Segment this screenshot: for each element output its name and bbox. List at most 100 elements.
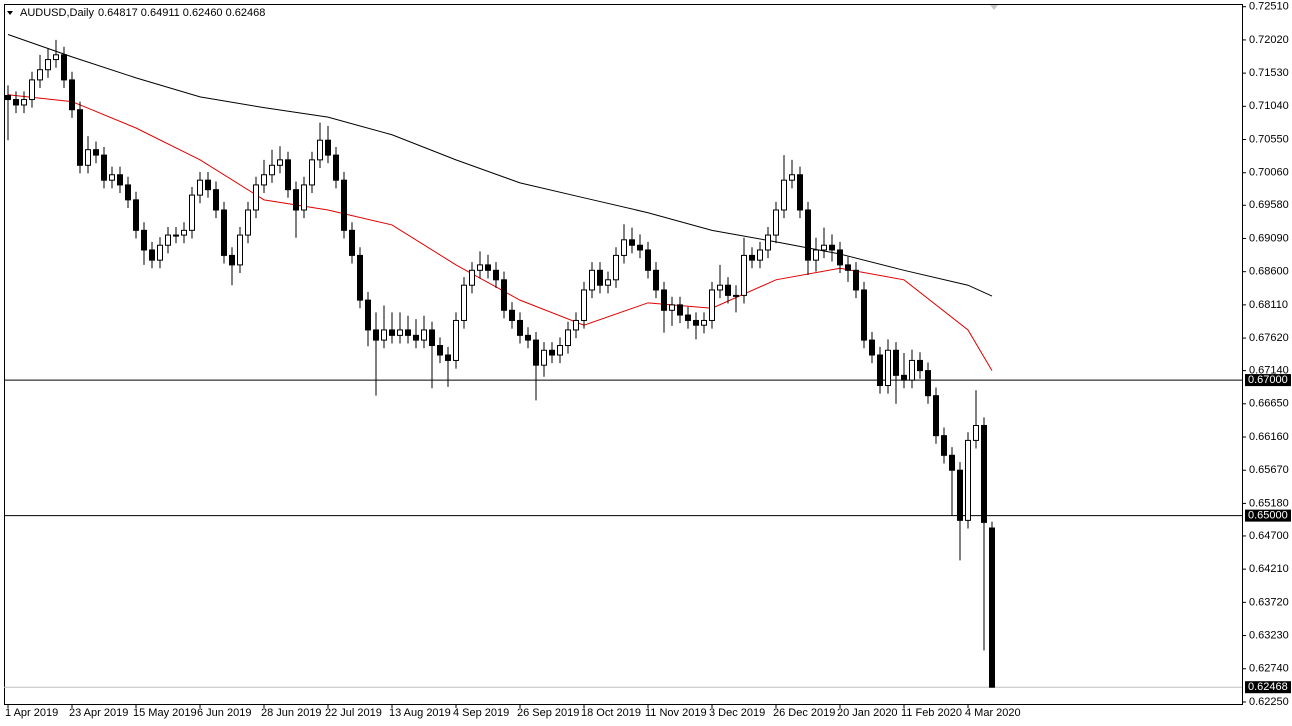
x-tick-label: 11 Feb 2020 xyxy=(901,707,962,719)
candle-body xyxy=(325,139,331,156)
candle-body xyxy=(669,304,675,311)
candle-body xyxy=(253,184,259,211)
candle-body xyxy=(709,289,715,321)
y-tick-label: 0.68110 xyxy=(1249,299,1288,311)
chart-header: AUDUSD,Daily 0.64817 0.64911 0.62460 0.62… xyxy=(20,7,265,19)
candle-body xyxy=(941,435,947,456)
candle-body xyxy=(61,54,67,81)
quote: 0.64817 0.64911 0.62460 0.62468 xyxy=(98,7,265,19)
candle-body xyxy=(445,354,451,361)
candle-body xyxy=(653,269,659,291)
y-tick-label: 0.68600 xyxy=(1249,266,1289,278)
candle-body xyxy=(757,249,763,261)
candle-body xyxy=(789,174,795,181)
candle-body xyxy=(725,284,731,296)
candle-body xyxy=(77,109,83,166)
candle-body xyxy=(573,319,579,331)
candle-body xyxy=(213,189,219,211)
x-tick-label: 4 Mar 2020 xyxy=(965,707,1021,719)
moving-average xyxy=(7,94,993,371)
y-tick-label: 0.65180 xyxy=(1249,497,1289,509)
candle-body xyxy=(189,194,195,231)
level-label-box xyxy=(1245,374,1291,387)
x-tick-label: 26 Dec 2019 xyxy=(773,707,835,719)
symbol-title: AUDUSD,Daily xyxy=(20,7,94,19)
candle-body xyxy=(493,269,499,281)
candle-body xyxy=(701,319,707,326)
last-price-box xyxy=(1245,681,1291,694)
candle-body xyxy=(901,374,907,381)
candle-body xyxy=(413,334,419,341)
candle-body xyxy=(229,254,235,266)
candle-body xyxy=(205,179,211,191)
candle-body xyxy=(965,439,971,521)
y-tick-label: 0.72020 xyxy=(1249,34,1289,46)
x-tick-label: 13 Aug 2019 xyxy=(389,707,451,719)
candle-body xyxy=(29,79,35,101)
y-tick-label: 0.63230 xyxy=(1249,629,1289,641)
y-tick-label: 0.69580 xyxy=(1249,199,1289,211)
candle-body xyxy=(373,329,379,341)
candles-layer xyxy=(5,39,995,688)
candle-body xyxy=(237,234,243,266)
candle-body xyxy=(917,359,923,372)
candle-body xyxy=(357,254,363,301)
candle-body xyxy=(877,354,883,387)
candle-body xyxy=(837,249,843,266)
candle-body xyxy=(165,234,171,246)
x-tick-label: 15 May 2019 xyxy=(133,707,197,719)
header-arrow xyxy=(7,11,13,15)
candle-body xyxy=(973,424,979,441)
candle-body xyxy=(469,269,475,286)
candle-body xyxy=(621,239,627,256)
candle-body xyxy=(957,469,963,521)
candle-body xyxy=(93,149,99,156)
labels-layer: 0.67000 0.65000 0.62468 xyxy=(1245,374,1291,694)
y-tick-label: 0.64700 xyxy=(1249,530,1289,542)
candle-body xyxy=(869,339,875,356)
candle-body xyxy=(333,154,339,181)
candle-body xyxy=(597,269,603,286)
candle-body xyxy=(269,164,275,176)
y-tick-label: 0.64210 xyxy=(1249,563,1289,575)
candle-body xyxy=(301,184,307,211)
x-tick-label: 6 Jun 2019 xyxy=(197,707,251,719)
candle-body xyxy=(749,254,755,261)
candle-body xyxy=(613,254,619,281)
candle-body xyxy=(781,179,787,211)
y-tick-label: 0.71530 xyxy=(1249,67,1289,79)
level-label: 0.65000 xyxy=(1248,510,1288,522)
axis-layer: 0.72510 0.72020 0.71530 0.71040 0.70550 0.700… xyxy=(5,1,1289,719)
candle-body xyxy=(509,309,515,321)
candle-body xyxy=(565,329,571,347)
candle-body xyxy=(181,229,187,236)
candle-body xyxy=(909,359,915,381)
candle-body xyxy=(437,345,443,356)
y-tick-label: 0.70550 xyxy=(1249,133,1289,145)
candle-body xyxy=(661,289,667,311)
x-tick-label: 1 Apr 2019 xyxy=(5,707,58,719)
candle-body xyxy=(765,234,771,251)
last-price-label: 0.62468 xyxy=(1248,681,1288,693)
level-label-box xyxy=(1245,509,1291,522)
candle-body xyxy=(157,244,163,261)
candle-body xyxy=(173,234,179,237)
candle-body xyxy=(101,154,107,181)
candle-body xyxy=(741,254,747,296)
x-tick-label: 20 Jan 2020 xyxy=(837,707,898,719)
candle-body xyxy=(221,209,227,256)
candle-body xyxy=(853,269,859,291)
levels-layer xyxy=(4,379,1242,688)
y-tick-label: 0.71040 xyxy=(1249,100,1289,112)
candle-body xyxy=(317,139,323,161)
x-tick-label: 22 Jul 2019 xyxy=(325,707,382,719)
candle-body xyxy=(13,99,19,106)
candle-body xyxy=(629,239,635,246)
y-tick-label: 0.67140 xyxy=(1249,365,1289,377)
candle-body xyxy=(389,329,395,336)
candle-body xyxy=(365,299,371,331)
candle-body xyxy=(813,249,819,261)
candle-body xyxy=(349,229,355,256)
